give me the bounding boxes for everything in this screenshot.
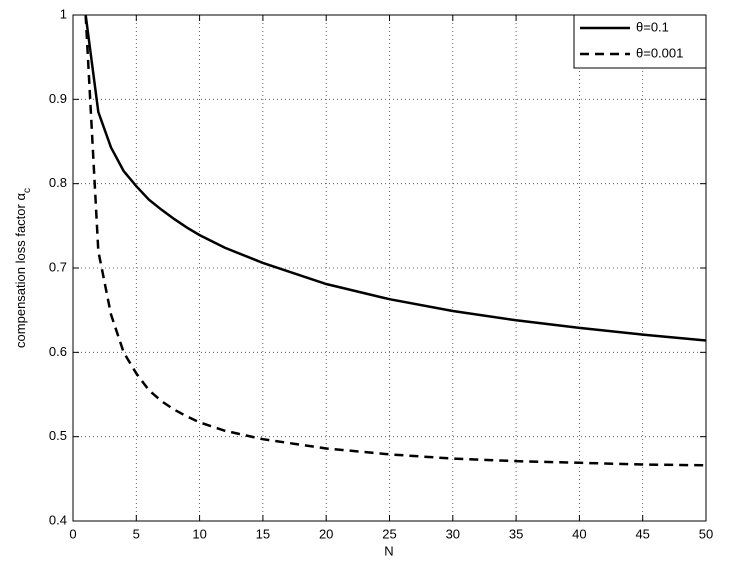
y-axis-label: compensation loss factor αc	[13, 188, 32, 348]
x-axis-label: N	[384, 543, 393, 558]
x-tick-label: 10	[192, 526, 206, 541]
data-line	[84, 14, 707, 342]
y-tick-label: 0.9	[49, 91, 67, 106]
plot-frame	[72, 14, 707, 522]
y-tick-label: 0.6	[49, 344, 67, 359]
x-tick-label: 15	[256, 526, 270, 541]
y-axis-label-main: compensation loss factor α	[13, 193, 28, 348]
x-tick-label: 0	[69, 526, 76, 541]
legend-label: θ=0.1	[636, 19, 669, 34]
x-tick-label: 35	[509, 526, 523, 541]
y-tick-label: 0.4	[49, 512, 67, 527]
legend-label: θ=0.001	[636, 45, 683, 60]
x-tick-label: 45	[635, 526, 649, 541]
y-tick-label: 0.5	[49, 428, 67, 443]
y-tick-label: 0.8	[49, 175, 67, 190]
x-tick-label: 5	[133, 526, 140, 541]
x-tick-label: 40	[572, 526, 586, 541]
x-tick-label: 20	[319, 526, 333, 541]
y-axis-label-subscript: c	[22, 188, 33, 193]
x-tick-label: 25	[382, 526, 396, 541]
x-tick-label: 50	[699, 526, 713, 541]
x-tick-label: 30	[446, 526, 460, 541]
y-tick-label: 1	[60, 6, 67, 21]
y-tick-label: 0.7	[49, 259, 67, 274]
data-line	[84, 14, 707, 467]
legend-box	[573, 14, 707, 69]
